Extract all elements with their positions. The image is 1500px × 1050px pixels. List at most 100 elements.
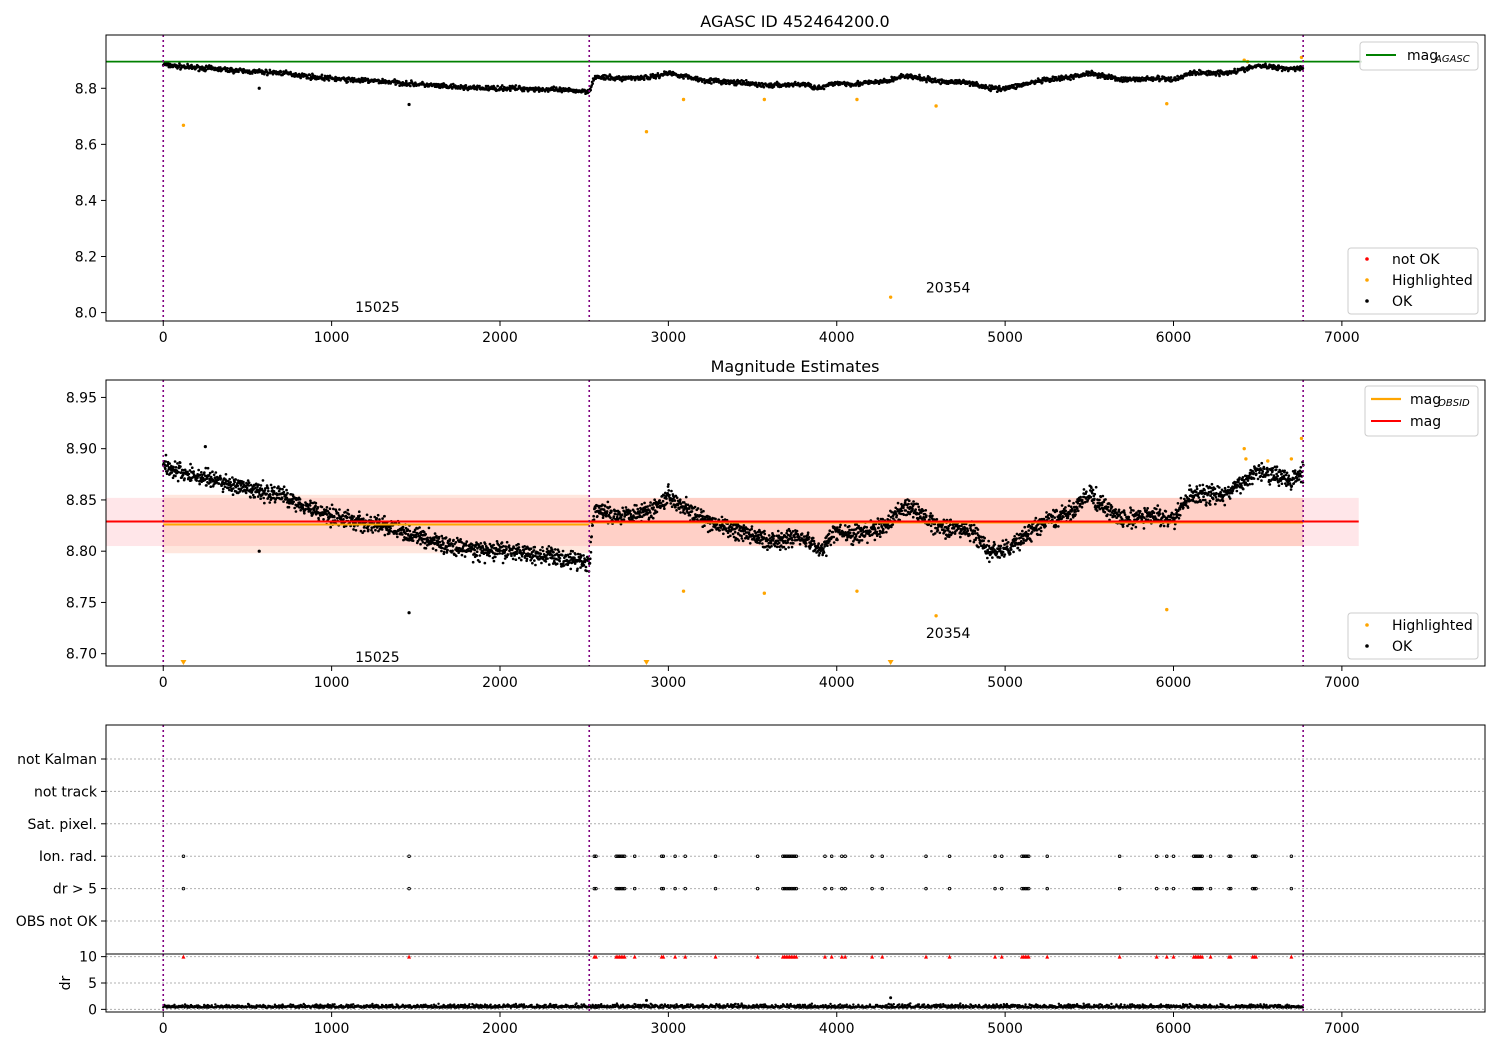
p3-flag-point xyxy=(843,886,847,891)
p1-obsid-label: 15025 xyxy=(355,300,400,316)
p3-flag-point xyxy=(614,854,618,858)
p2-highlighted-point xyxy=(934,614,938,618)
p3-flag-point xyxy=(1229,854,1233,858)
p3-flag-point xyxy=(1250,854,1255,858)
p4-clipped-marker xyxy=(661,954,666,959)
p3-flag-point xyxy=(632,886,637,891)
p3-flag-point xyxy=(1289,886,1294,891)
p2-highlighted-point xyxy=(1299,436,1304,441)
p3-flag-point xyxy=(1193,886,1198,891)
p4-clipped-marker xyxy=(1208,954,1213,959)
p1-highlighted-point xyxy=(934,104,938,108)
p3-flag-point xyxy=(1252,886,1257,891)
p3-flag-point xyxy=(407,854,411,858)
p4-clipped-marker xyxy=(632,954,637,959)
p3-flag-point xyxy=(1045,886,1049,891)
p3-flag-point xyxy=(661,886,666,891)
p1-ytick-label: 8.2 xyxy=(75,250,97,266)
p3-flag-point xyxy=(407,886,411,891)
p2-legend-marker xyxy=(1365,623,1369,627)
p4-xtick-label: 2000 xyxy=(482,1021,518,1037)
p2-ytick-label: 8.70 xyxy=(66,647,97,663)
p2-legend-label-mag: mag xyxy=(1410,414,1441,430)
p2-ok-outlier xyxy=(257,549,261,553)
p4-clipped-marker xyxy=(1228,954,1233,959)
p3-flag-point xyxy=(673,886,677,891)
p2-xtick-label: 6000 xyxy=(1156,675,1192,691)
p3-flag-point xyxy=(617,854,622,858)
p3-flag-point xyxy=(829,854,834,858)
p3-flag-point xyxy=(619,886,623,891)
p3-flag-point xyxy=(683,854,687,858)
p3-flag-point xyxy=(1195,886,1199,891)
p4-clipped-marker xyxy=(622,954,627,959)
p3-flag-point xyxy=(616,854,620,858)
p4-clipped-marker xyxy=(1289,954,1294,959)
p3-flag-point xyxy=(1020,886,1024,891)
p3-flag-point xyxy=(782,854,787,858)
p3-flag-point xyxy=(1197,854,1201,858)
p2-legend-lower xyxy=(1347,612,1479,660)
p1-ytick-label: 8.4 xyxy=(75,193,97,209)
p2-highlighted-point xyxy=(1266,459,1270,463)
p3-flag-point xyxy=(993,854,997,858)
p3-flag-point xyxy=(181,886,186,891)
panel-dr: 0 1000 2000 3000 4000 5000 6000 7000 0 5 10 dr xyxy=(58,950,1486,1037)
p3-flag-point xyxy=(755,886,760,891)
p2-legend-label-mag-obsid: mag xyxy=(1410,392,1441,408)
p3-flag-point xyxy=(1026,854,1031,858)
p3-flag-point xyxy=(181,854,186,858)
p1-highlighted-point xyxy=(644,130,649,134)
p4-clipped-marker xyxy=(181,954,186,959)
p3-flag-point xyxy=(1023,886,1028,891)
panel-agasc-magnitude: 0 1000 2000 3000 4000 5000 6000 7000 8.0 8.2 8.4 8.… xyxy=(75,34,1486,346)
p1-highlighted-point xyxy=(888,295,893,299)
p3-flag-point xyxy=(622,886,627,891)
p3-flag-point xyxy=(1250,886,1255,891)
p1-ok-points xyxy=(161,61,1305,95)
p4-clipped-marker xyxy=(1164,954,1169,959)
p3-flag-point xyxy=(781,886,785,891)
p3-flag-point xyxy=(592,886,597,891)
p3-flag-point xyxy=(632,854,637,858)
p4-clipped-marker xyxy=(1200,954,1205,959)
p1-obsid-label: 20354 xyxy=(926,280,971,296)
p2-highlighted-point xyxy=(681,589,686,593)
p3-flag-point xyxy=(1000,886,1004,891)
p3-flag-point xyxy=(782,886,787,891)
p3-flag-point xyxy=(1025,886,1029,891)
p3-flag-point xyxy=(823,886,827,891)
p4-xtick-label: 7000 xyxy=(1324,1021,1360,1037)
p3-flag-point xyxy=(791,886,795,891)
p1-legend-upper xyxy=(1359,41,1479,71)
p2-legend-entry: OK xyxy=(1392,639,1413,655)
p4-xtick-label: 5000 xyxy=(987,1021,1023,1037)
p1-ok-outlier xyxy=(257,86,261,90)
p2-ytick-label: 8.85 xyxy=(66,493,97,509)
p3-flag-point xyxy=(616,886,620,891)
p3-flag-point xyxy=(661,854,666,858)
p4-xtick-label: 1000 xyxy=(314,1021,350,1037)
p3-flag-point xyxy=(784,854,788,858)
p1-xtick-label: 4000 xyxy=(819,330,855,346)
p2-xtick-label: 2000 xyxy=(482,675,518,691)
p1-xtick-label: 3000 xyxy=(651,330,687,346)
p4-ylabel: dr xyxy=(58,975,74,990)
panel-magnitude-estimates: 0 1000 2000 3000 4000 5000 6000 7000 8.70 8.75 8.8… xyxy=(66,379,1486,691)
p1-xtick-label: 2000 xyxy=(482,330,518,346)
p3-flag-point xyxy=(947,886,952,891)
p3-flag-point xyxy=(823,854,827,858)
figure-title: AGASC ID 452464200.0 xyxy=(700,12,889,31)
p1-legend-entry: OK xyxy=(1392,294,1413,310)
p1-legend-label-mag: mag xyxy=(1407,48,1438,64)
p3-flag-point xyxy=(840,886,844,891)
p3-flag-point xyxy=(755,854,760,858)
p4-clipped-marker xyxy=(839,954,844,959)
p3-flag-point xyxy=(1171,886,1176,891)
p3-flag-point xyxy=(673,854,677,858)
p3-flag-point xyxy=(1021,886,1026,891)
p2-offscale-marker xyxy=(180,660,187,665)
p1-highlighted-point xyxy=(855,97,859,102)
p3-flag-point xyxy=(1117,886,1122,891)
p4-dr-outlier xyxy=(889,996,893,1000)
